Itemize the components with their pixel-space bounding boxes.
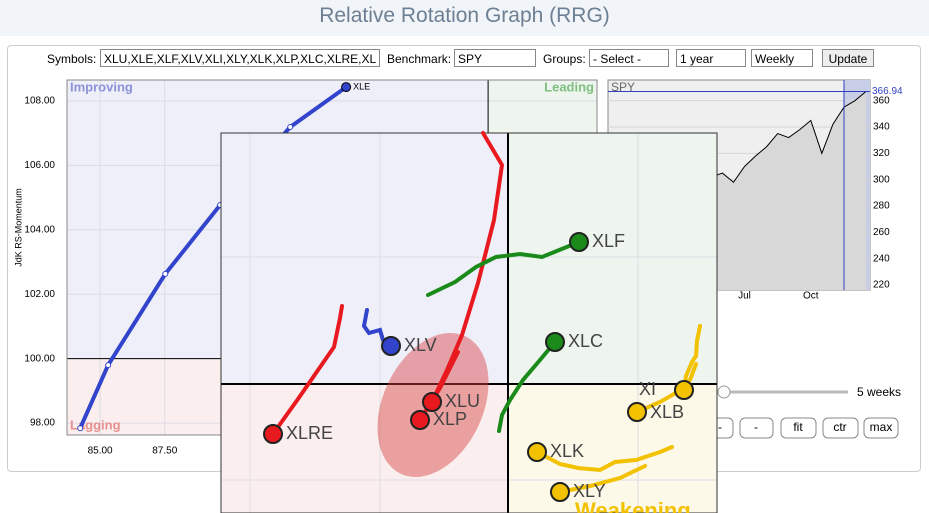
- head: [410, 410, 430, 430]
- tail-point: [162, 270, 169, 277]
- y-tick-label: 100.00: [24, 353, 55, 364]
- chart-title: SPY: [611, 80, 635, 94]
- button-label[interactable]: max: [870, 420, 893, 434]
- series-label: XLE: [353, 81, 370, 91]
- head: [545, 332, 565, 352]
- tail-xlc: [497, 340, 557, 433]
- tail-xlb: [635, 362, 698, 414]
- groups-label: Groups:: [543, 52, 586, 66]
- button-label[interactable]: -: [754, 420, 758, 434]
- symbols-input[interactable]: XLU,XLE,XLF,XLV,XLI,XLY,XLK,XLP,XLC,XLRE…: [100, 49, 380, 67]
- y-tick-label: 240: [873, 253, 890, 264]
- inset-grid: [221, 133, 717, 513]
- button[interactable]: [822, 417, 859, 439]
- benchmark-input[interactable]: SPY: [454, 49, 536, 67]
- period-select[interactable]: 1 year: [676, 49, 746, 67]
- tail-label: 5 weeks: [857, 385, 901, 399]
- x-tick-label: 87.50: [152, 446, 177, 457]
- tails: [271, 131, 702, 494]
- y-tick-label: 300: [873, 174, 890, 185]
- symbol-label: XLV: [404, 335, 437, 355]
- tail-xly: [558, 464, 647, 494]
- groups-select[interactable]: - Select -: [589, 49, 669, 67]
- quadrant-label: Weakening: [575, 498, 691, 513]
- symbols-label: Symbols:: [47, 52, 97, 66]
- y-tick-label: 280: [873, 201, 890, 212]
- zoom-inset: Weakening XLF XLC: [220, 131, 718, 513]
- tail-point: [105, 362, 112, 369]
- tail-point: [77, 425, 84, 432]
- frequency-select[interactable]: Weekly: [751, 49, 813, 67]
- y-tick-label: 104.00: [24, 224, 55, 235]
- quadrant: [221, 384, 508, 513]
- page-title: Relative Rotation Graph (RRG): [0, 0, 929, 36]
- heads: [263, 232, 694, 502]
- update-button[interactable]: Update: [822, 49, 874, 67]
- inset-labels: XLF XLC XLV XLU XLP XLRE XLK XLY XLB XI: [286, 231, 684, 501]
- head: [263, 424, 283, 444]
- symbol-label: XLF: [592, 231, 625, 251]
- head: [627, 402, 647, 422]
- slider-knob[interactable]: [717, 385, 731, 399]
- tail-xlk: [535, 445, 674, 473]
- x-tick-label: Oct: [803, 291, 819, 302]
- button[interactable]: [863, 417, 899, 439]
- y-tick-label: 260: [873, 227, 890, 238]
- symbol-label: XLRE: [286, 423, 333, 443]
- y-tick-label: 360: [873, 95, 890, 106]
- button[interactable]: [739, 417, 774, 439]
- head: [550, 482, 570, 502]
- y-tick-label: 220: [873, 280, 890, 291]
- y-tick-label: 320: [873, 148, 890, 159]
- y-tick-label: 106.00: [24, 160, 55, 171]
- head: [422, 392, 442, 412]
- button-label[interactable]: fit: [793, 420, 803, 434]
- inset-frame: [220, 132, 718, 513]
- symbol-label: XLY: [573, 481, 606, 501]
- head: [381, 336, 401, 356]
- symbol-label: XLP: [433, 409, 467, 429]
- button-label[interactable]: ctr: [833, 420, 846, 434]
- tail-xlf: [426, 240, 581, 297]
- y-tick-label: 102.00: [24, 289, 55, 300]
- tail-point: [287, 124, 294, 131]
- y-tick-label: 98.00: [30, 418, 55, 429]
- symbol-label: XLC: [568, 331, 603, 351]
- y-axis-label: JdK RS-Momentum: [13, 188, 23, 267]
- head: [674, 380, 694, 400]
- head: [527, 442, 547, 462]
- tail-point: [341, 82, 352, 93]
- tail-xlre: [271, 304, 344, 436]
- symbol-label: XI: [639, 379, 656, 399]
- tail-xli: [682, 324, 702, 392]
- x-tick-label: 85.00: [88, 446, 113, 457]
- benchmark-label: Benchmark:: [387, 52, 452, 66]
- controls: 5 weeks - - fit ctr max: [707, 385, 901, 439]
- button-label[interactable]: -: [718, 420, 722, 434]
- y-tick-label: 108.00: [24, 96, 55, 107]
- symbol-label: XLK: [550, 441, 584, 461]
- y-tick-label: 340: [873, 122, 890, 133]
- button[interactable]: [780, 417, 817, 439]
- head: [569, 232, 589, 252]
- symbol-label: XLB: [650, 402, 684, 422]
- quadrant-label: Leading: [544, 79, 594, 94]
- x-tick-label: Jul: [738, 291, 751, 302]
- last-price-label: 366.94: [872, 86, 903, 97]
- symbol-label: XLU: [445, 391, 480, 411]
- quadrant-label: Lagging: [70, 417, 121, 432]
- quadrant-label: Improving: [70, 79, 133, 94]
- tail-line: [78, 85, 348, 430]
